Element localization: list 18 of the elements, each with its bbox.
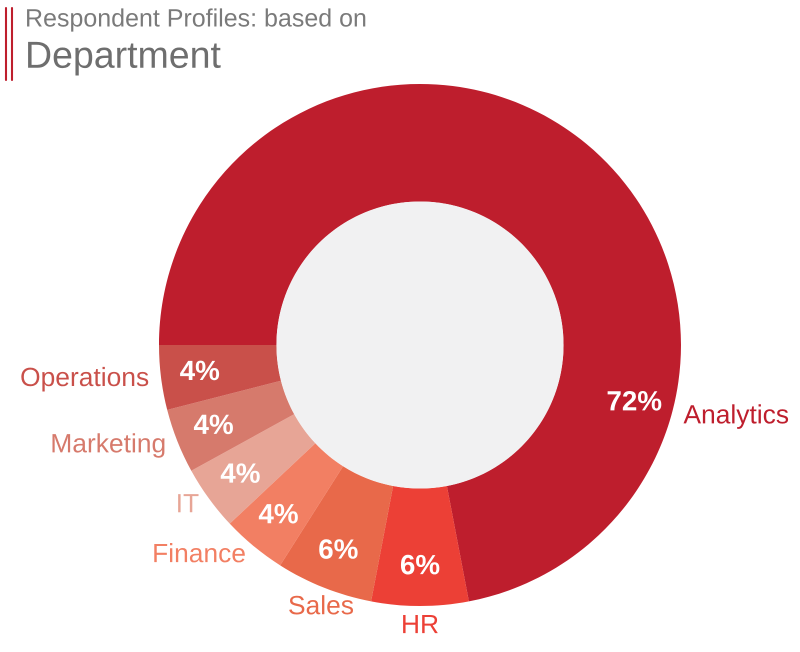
data-label: 4% (220, 463, 260, 483)
slice-label: Finance (154, 543, 245, 562)
slice-label: Marketing (52, 433, 164, 458)
data-label: 6% (400, 554, 440, 574)
slice-label: IT (178, 494, 199, 512)
donut-slice (159, 345, 281, 410)
data-label: 4% (258, 504, 298, 524)
data-label: 6% (319, 539, 358, 559)
slice-label: Sales (289, 595, 354, 614)
chart-title: Respondent Profiles: based on (27, 8, 366, 32)
data-label: 4% (194, 414, 233, 434)
slice-label: Analytics (684, 404, 788, 429)
chart-subtitle: Department (28, 42, 221, 76)
donut-slice (371, 486, 469, 606)
data-label: 4% (180, 360, 220, 380)
slice-label: HR (403, 614, 438, 634)
slice-label: Operations (21, 366, 148, 392)
data-label: 72% (608, 390, 662, 411)
